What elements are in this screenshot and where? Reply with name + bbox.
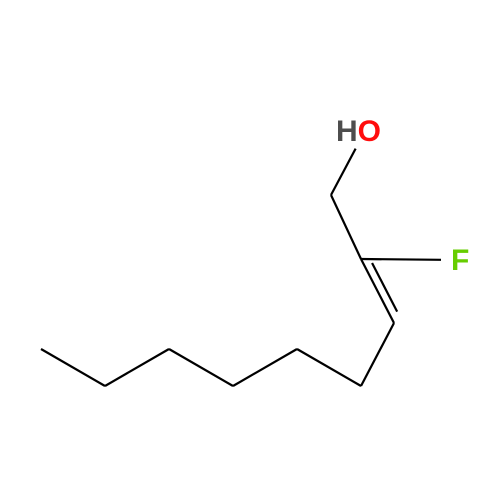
- molecule-diagram: HO F: [0, 0, 500, 500]
- atom-label-o1: HO: [336, 115, 381, 148]
- atom-label-f1: F: [451, 244, 469, 277]
